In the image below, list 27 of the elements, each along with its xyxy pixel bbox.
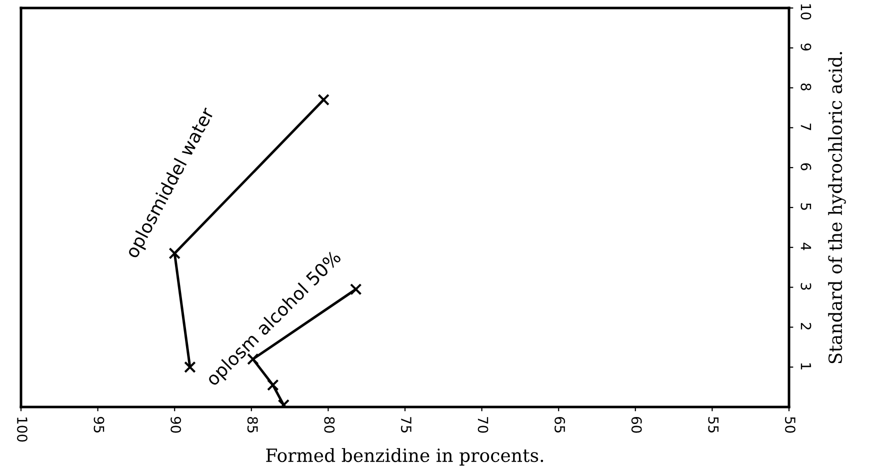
y-tick-label: 10 [800, 4, 812, 20]
y-tick-label: 9 [800, 44, 812, 50]
point [318, 94, 330, 106]
x-tick-label: 50 [784, 417, 796, 433]
y-tick-label: 3 [800, 283, 812, 290]
x-tick-label: 80 [324, 416, 335, 433]
x-tick-label: 75 [400, 417, 412, 432]
y-tick-label: 8 [800, 83, 812, 90]
y-axis-title: Standard of the hydrochloric acid. [828, 52, 846, 364]
x-tick-label: 65 [554, 417, 566, 432]
y-tick-label: 4 [800, 242, 812, 250]
x-tick-label: 70 [478, 417, 488, 433]
y-tick-label: 2 [800, 322, 812, 330]
point [184, 361, 196, 374]
y-tick-label: 5 [800, 203, 812, 210]
x-tick-label: 95 [94, 416, 104, 432]
point [267, 379, 279, 391]
x-tick-label: 90 [170, 416, 182, 433]
point [350, 283, 362, 296]
x-axis-title: Formed benzidine in procents. [266, 448, 544, 466]
y-tick-label: 6 [800, 163, 812, 170]
y-tick-label: 1 [800, 363, 812, 370]
x-tick-label: 60 [631, 417, 642, 433]
x-tick-label: 55 [708, 417, 718, 432]
x-tick-label: 85 [247, 416, 258, 432]
x-tick-label: 100 [16, 418, 28, 442]
y-tick-label: 7 [800, 124, 812, 130]
